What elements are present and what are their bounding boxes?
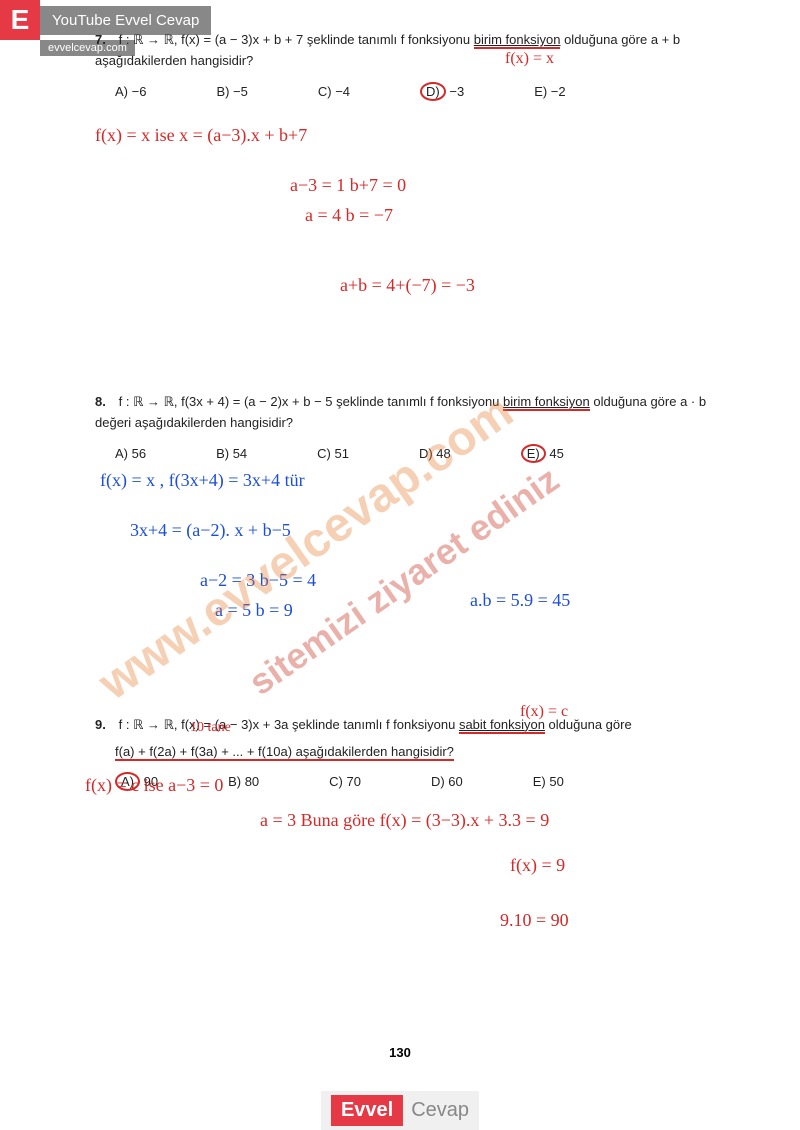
q8-text-a: f : ℝ → ℝ, f(3x + 4) = (a − 2)x + b − 5 … <box>119 394 503 409</box>
q7-options: A) −6 B) −5 C) −4 D) −3 E) −2 <box>115 82 735 103</box>
question-8: 8. f : ℝ → ℝ, f(3x + 4) = (a − 2)x + b −… <box>95 392 735 464</box>
q8-hw3: a−2 = 3 b−5 = 4 <box>200 570 316 591</box>
q9-hw1: f(x) = c ise a−3 = 0 <box>85 775 223 796</box>
q7-opt-a: A) −6 <box>115 82 146 103</box>
q7-hw1: f(x) = x ise x = (a−3).x + b+7 <box>95 125 307 146</box>
q9-hw4: 9.10 = 90 <box>500 910 569 931</box>
q9-text-a: f : ℝ → ℝ, f(x) = (a − 3)x + 3a şeklinde… <box>119 717 459 732</box>
q9-hw2: a = 3 Buna göre f(x) = (3−3).x + 3.3 = 9 <box>260 810 549 831</box>
q8-hw4: a = 5 b = 9 <box>215 600 293 621</box>
q7-opt-b: B) −5 <box>216 82 247 103</box>
q9-annot-fx: f(x) = c <box>520 703 568 721</box>
q9-hw3: f(x) = 9 <box>510 855 565 876</box>
q7-opt-e: E) −2 <box>534 82 565 103</box>
q7-keyword: birim fonksiyon <box>474 32 561 49</box>
q9-opt-c: C) 70 <box>329 772 361 793</box>
q9-opt-e: E) 50 <box>533 772 564 793</box>
q8-number: 8. <box>95 392 115 413</box>
q9-opt-b: B) 80 <box>228 772 259 793</box>
footer-brand2: Cevap <box>403 1099 469 1122</box>
q9-opt-d: D) 60 <box>431 772 463 793</box>
q7-text-a: f : ℝ → ℝ, f(x) = (a − 3)x + b + 7 şekli… <box>119 32 474 47</box>
question-7: 7. f : ℝ → ℝ, f(x) = (a − 3)x + b + 7 şe… <box>95 30 735 102</box>
q8-hw1: f(x) = x , f(3x+4) = 3x+4 tür <box>100 470 305 491</box>
footer-logo: Evvel Cevap <box>321 1091 479 1130</box>
q8-keyword: birim fonksiyon <box>503 394 590 411</box>
q7-number: 7. <box>95 30 115 51</box>
q8-hw5: a.b = 5.9 = 45 <box>470 590 570 611</box>
q7-opt-d: D) −3 <box>420 82 464 103</box>
q7-hw4: a+b = 4+(−7) = −3 <box>340 275 475 296</box>
q7-annot-fx: f(x) = x <box>505 50 554 68</box>
page-number: 130 <box>389 1045 411 1060</box>
q8-opt-b: B) 54 <box>216 444 247 465</box>
q9-number: 9. <box>95 715 115 736</box>
q9-annot-count: 10 tane <box>190 720 231 736</box>
q9-text-c: f(a) + f(2a) + f(3a) + ... + f(10a) aşağ… <box>115 742 735 763</box>
q8-hw2: 3x+4 = (a−2). x + b−5 <box>130 520 291 541</box>
q8-opt-e: E) 45 <box>521 444 564 465</box>
q8-opt-c: C) 51 <box>317 444 349 465</box>
q7-text: f : ℝ → ℝ, f(x) = (a − 3)x + b + 7 şekli… <box>95 32 680 68</box>
q7-hw2: a−3 = 1 b+7 = 0 <box>290 175 406 196</box>
q8-text: f : ℝ → ℝ, f(3x + 4) = (a − 2)x + b − 5 … <box>95 394 706 430</box>
q7-opt-c: C) −4 <box>318 82 350 103</box>
q7-hw3: a = 4 b = −7 <box>305 205 393 226</box>
q8-options: A) 56 B) 54 C) 51 D) 48 E) 45 <box>115 444 735 465</box>
logo-icon: E <box>0 0 40 40</box>
footer-brand1: Evvel <box>331 1095 403 1126</box>
q8-opt-a: A) 56 <box>115 444 146 465</box>
q8-opt-d: D) 48 <box>419 444 451 465</box>
